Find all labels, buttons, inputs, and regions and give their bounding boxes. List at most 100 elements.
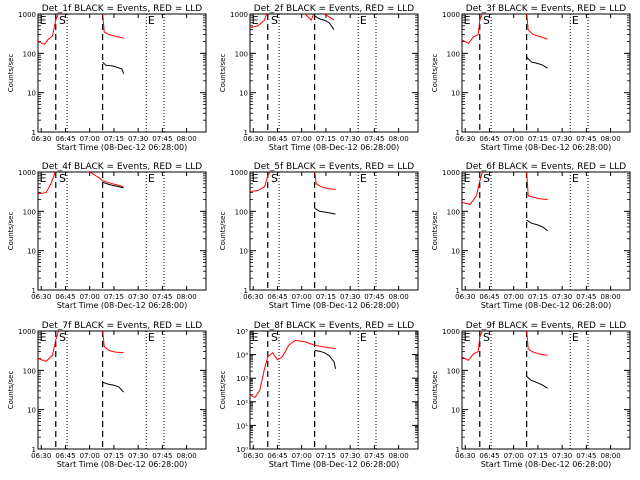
x-tick-label: 07:00 <box>292 452 312 460</box>
event-marker-s: S <box>59 14 66 27</box>
event-marker-s: S <box>271 14 278 27</box>
panel-det-4: Det_4f BLACK = Events, RED = LLD 06:30 06:… <box>7 162 207 310</box>
event-marker-e: E <box>252 172 259 185</box>
x-tick-label: 07:00 <box>292 293 312 301</box>
event-marker-s: S <box>271 331 278 344</box>
event-marker-e: E <box>40 14 47 27</box>
y-tick-label: 1 <box>32 129 36 137</box>
y-tick-label: 1000 <box>18 169 36 177</box>
x-tick-label: 07:00 <box>80 135 100 143</box>
y-tick-label: 100 <box>23 367 36 375</box>
event-marker-s: S <box>483 14 490 27</box>
plot-frame <box>249 330 419 450</box>
x-tick-label: 06:45 <box>479 452 499 460</box>
x-tick-label: 06:45 <box>267 452 287 460</box>
y-tick-label: 10¹ <box>236 422 248 430</box>
series-lld-line <box>38 14 124 45</box>
x-tick-label: 07:30 <box>552 135 572 143</box>
panel-title: Det_4f BLACK = Events, RED = LLD <box>42 162 202 172</box>
x-tick-label: 07:15 <box>104 452 124 460</box>
series-events-line <box>526 219 548 232</box>
series-events-line <box>102 381 124 393</box>
y-tick-label: 1 <box>32 446 36 454</box>
x-tick-label: 07:45 <box>152 135 172 143</box>
series-lld-line <box>250 14 335 29</box>
x-tick-label: 06:30 <box>31 293 51 301</box>
x-tick-label: 07:45 <box>576 452 596 460</box>
panel-title: Det_2f BLACK = Events, RED = LLD <box>254 4 414 14</box>
y-axis-label: Counts/sec <box>219 54 227 93</box>
event-marker-e: E <box>148 14 155 27</box>
y-axis-label: Counts/sec <box>219 371 227 410</box>
y-axis-label: Counts/sec <box>219 212 227 251</box>
series-lld-line <box>250 339 336 399</box>
panel-det-5: Det_5f BLACK = Events, RED = LLD 06:30 06:… <box>219 162 419 310</box>
series-lld-line <box>462 14 548 44</box>
plot-frame <box>461 330 631 450</box>
plot-frame <box>461 171 631 291</box>
x-tick-label: 07:30 <box>128 293 148 301</box>
x-tick-label: 07:45 <box>576 293 596 301</box>
y-tick-label: 100 <box>447 367 460 375</box>
x-tick-label: 07:00 <box>504 452 524 460</box>
x-tick-label: 07:45 <box>364 135 384 143</box>
x-tick-label: 08:00 <box>389 452 409 460</box>
y-axis-label: Counts/sec <box>7 54 15 93</box>
event-marker-e: E <box>148 331 155 344</box>
series-lld-line <box>462 331 548 361</box>
x-tick-label: 07:30 <box>128 452 148 460</box>
x-tick-label: 07:30 <box>552 452 572 460</box>
y-tick-label: 100 <box>23 208 36 216</box>
panel-det-2: Det_2f BLACK = Events, RED = LLD 06:30 06:… <box>219 4 419 152</box>
x-tick-label: 08:00 <box>601 452 621 460</box>
series-events-line <box>314 15 335 30</box>
plot-frame <box>461 13 631 133</box>
plot-frame <box>37 13 207 133</box>
plot-frame <box>37 171 207 291</box>
y-tick-label: 10 <box>27 90 36 98</box>
x-tick-label: 07:15 <box>316 293 336 301</box>
event-marker-s: S <box>271 172 278 185</box>
x-tick-label: 06:30 <box>31 452 51 460</box>
y-tick-label: 10³ <box>236 375 248 383</box>
event-marker-e: E <box>252 331 259 344</box>
panel-title: Det_6f BLACK = Events, RED = LLD <box>466 162 626 172</box>
panel-title: Det_1f BLACK = Events, RED = LLD <box>42 4 202 14</box>
y-tick-label: 10⁰ <box>236 446 248 454</box>
event-marker-e: E <box>252 14 259 27</box>
x-tick-label: 07:00 <box>80 452 100 460</box>
event-marker-e: E <box>360 14 367 27</box>
event-marker-e: E <box>40 331 47 344</box>
event-marker-s: S <box>483 172 490 185</box>
x-tick-label: 08:00 <box>177 293 197 301</box>
x-tick-label: 08:00 <box>177 452 197 460</box>
x-tick-label: 08:00 <box>601 135 621 143</box>
x-tick-label: 06:30 <box>243 293 263 301</box>
x-tick-label: 07:45 <box>364 293 384 301</box>
x-tick-label: 06:45 <box>479 293 499 301</box>
y-tick-label: 1000 <box>18 328 36 336</box>
x-tick-label: 06:30 <box>243 452 263 460</box>
y-axis-label: Counts/sec <box>7 371 15 410</box>
x-tick-label: 07:30 <box>340 452 360 460</box>
y-tick-label: 100 <box>235 208 248 216</box>
x-tick-label: 07:15 <box>104 293 124 301</box>
x-axis-label: Start Time (08-Dec-12 06:28:00) <box>57 301 188 310</box>
y-tick-label: 1 <box>456 287 460 295</box>
y-tick-label: 1000 <box>230 11 248 19</box>
y-tick-label: 10 <box>451 407 460 415</box>
x-tick-label: 07:15 <box>316 135 336 143</box>
x-tick-label: 07:00 <box>504 293 524 301</box>
event-marker-e: E <box>360 172 367 185</box>
x-axis-label: Start Time (08-Dec-12 06:28:00) <box>481 301 612 310</box>
series-lld-line <box>38 331 124 362</box>
y-tick-label: 100 <box>235 50 248 58</box>
event-marker-e: E <box>464 331 471 344</box>
series-events-line <box>102 61 125 75</box>
y-tick-label: 10 <box>27 407 36 415</box>
panel-title: Det_7f BLACK = Events, RED = LLD <box>42 321 202 331</box>
series-lld-line <box>250 172 336 192</box>
event-marker-e: E <box>572 331 579 344</box>
x-tick-label: 07:30 <box>128 135 148 143</box>
